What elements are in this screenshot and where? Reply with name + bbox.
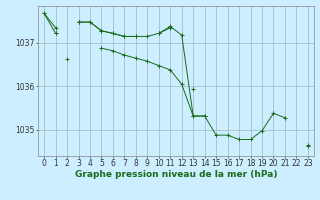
X-axis label: Graphe pression niveau de la mer (hPa): Graphe pression niveau de la mer (hPa) <box>75 170 277 179</box>
